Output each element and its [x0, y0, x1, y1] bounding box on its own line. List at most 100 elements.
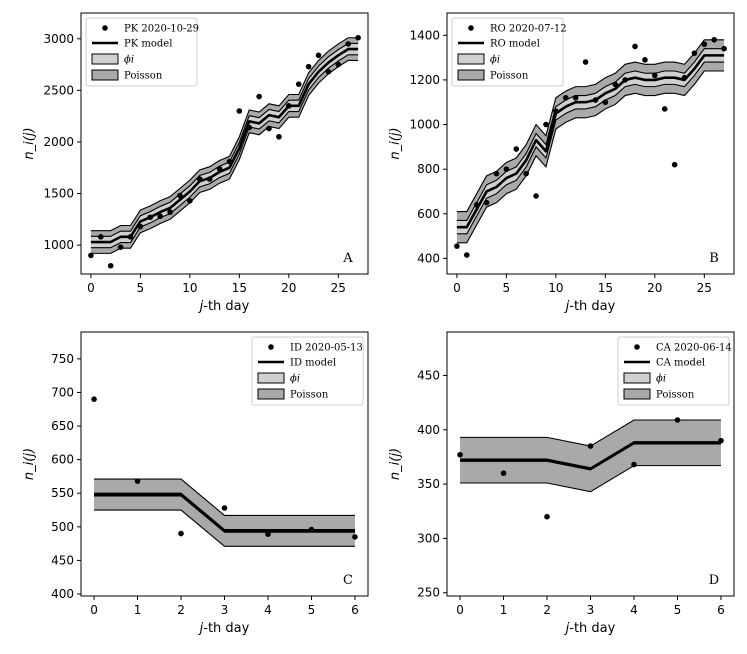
phi-band-lower-edge: [456, 61, 725, 235]
data-point: [691, 50, 698, 56]
y-tick-label: 600: [51, 453, 74, 467]
poisson-band-lower-edge: [460, 465, 721, 493]
legend-label-poisson: Poisson: [124, 71, 163, 82]
data-point: [355, 34, 361, 41]
x-axis-label: j-th day: [198, 299, 250, 314]
data-point: [178, 530, 184, 537]
y-tick-label: 450: [417, 368, 440, 382]
y-tick-label: 3000: [43, 32, 74, 46]
data-point: [127, 234, 134, 240]
x-tick-label: 4: [264, 603, 272, 617]
panel-c: 0 1 2 3 4 5 6 400 450 500 550 600 650 700 750 j-th day n…: [22, 331, 369, 636]
x-tick-label: 25: [697, 281, 712, 295]
data-point: [674, 417, 681, 423]
axes-frame: [446, 12, 735, 275]
legend-poisson-patch: [457, 69, 485, 81]
data-point: [167, 209, 173, 215]
data-point: [602, 99, 609, 106]
y-tick-label: 1200: [409, 73, 440, 87]
x-tick-label: 0: [90, 603, 98, 617]
y-tick-label: 350: [417, 477, 440, 491]
x-tick-label: 10: [548, 281, 563, 295]
data-point: [652, 72, 658, 79]
data-point: [345, 41, 352, 47]
x-tick-label: 15: [232, 281, 247, 295]
legend-label-phi: ϕi: [490, 55, 500, 66]
phi-band: [456, 48, 725, 234]
panel-tag: A: [342, 251, 353, 266]
legend-data-marker: [634, 344, 640, 350]
data-point: [352, 534, 358, 540]
data-point: [500, 470, 507, 477]
data-point: [196, 176, 203, 182]
data-point: [721, 45, 727, 52]
data-point: [97, 234, 104, 240]
y-tick-label: 2500: [43, 83, 74, 97]
y-tick-label: 1400: [409, 28, 440, 42]
legend-box: [85, 17, 198, 87]
x-tick-label: 2: [177, 603, 185, 617]
legend-label-poisson: Poisson: [490, 71, 529, 82]
x-tick-label: 1: [500, 603, 508, 617]
data-point: [157, 213, 163, 220]
data-point: [335, 61, 342, 68]
axes-frame: [80, 12, 369, 275]
data-point: [543, 121, 549, 128]
data-point: [622, 77, 628, 83]
data-point: [226, 158, 233, 165]
y-axis-label: n_i(j): [388, 127, 403, 159]
model-line: [456, 54, 725, 229]
x-tick-label: 3: [221, 603, 229, 617]
data-point: [147, 214, 154, 221]
y-tick-label: 1000: [409, 118, 440, 132]
poisson-band-lower-edge: [456, 70, 725, 244]
legend-data-marker: [102, 25, 108, 31]
poisson-band-lower-edge: [90, 59, 359, 254]
x-axis-label: j-th day: [564, 299, 616, 314]
y-tick-label: 400: [417, 251, 440, 265]
x-axis-label-var: j: [564, 299, 570, 314]
data-point: [463, 252, 470, 258]
phi-band-upper-edge: [90, 42, 359, 237]
data-point: [216, 165, 223, 172]
y-axis-label: n_i(j): [388, 448, 403, 480]
y-axis-label: n_i(j): [22, 127, 37, 159]
data-point: [454, 243, 460, 249]
x-tick-label: 6: [717, 603, 725, 617]
plot-area: [88, 34, 361, 269]
panel-tag: D: [709, 573, 719, 588]
y-tick-label: 550: [51, 486, 74, 500]
plot-area: [454, 36, 727, 258]
data-point: [187, 197, 193, 204]
legend-label-poisson: Poisson: [656, 390, 695, 401]
legend-label-data: ID 2020-05-13: [290, 343, 363, 354]
data-point: [308, 526, 315, 533]
y-tick-label: 2000: [43, 135, 74, 149]
y-tick-label: 400: [51, 587, 74, 601]
y-tick-label: 650: [51, 419, 74, 433]
legend: RO 2020-07-12 RO model ϕi Poisson: [451, 17, 567, 87]
x-tick-label: 2: [543, 603, 551, 617]
data-point: [256, 93, 262, 100]
data-point: [457, 451, 463, 458]
x-tick-label: 15: [598, 281, 613, 295]
panel-tag: B: [709, 251, 719, 266]
y-tick-label: 1500: [43, 187, 74, 201]
legend-data-marker: [268, 344, 274, 350]
data-point: [544, 513, 550, 520]
data-point: [473, 202, 480, 208]
x-axis-label-var: j: [564, 621, 570, 636]
data-point: [661, 106, 668, 112]
y-tick-label: 500: [51, 520, 74, 534]
data-point: [107, 262, 114, 269]
data-point: [276, 133, 282, 140]
legend-label-model: PK model: [124, 39, 172, 50]
phi-band-lower-edge: [90, 54, 359, 249]
data-point: [701, 41, 708, 48]
legend-phi-patch: [91, 53, 119, 65]
data-point: [553, 108, 559, 114]
poisson-band-upper-edge: [90, 37, 359, 232]
data-point: [221, 505, 228, 511]
legend-poisson-patch: [623, 388, 651, 400]
y-tick-label: 700: [51, 385, 74, 399]
